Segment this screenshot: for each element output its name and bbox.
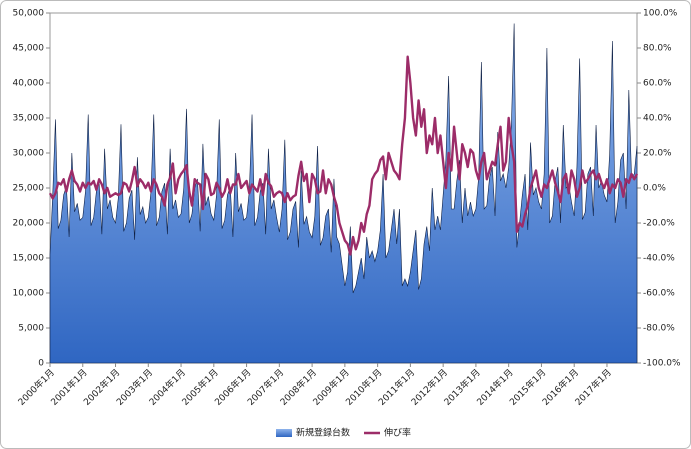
y-tick-label: 25,000 (13, 184, 45, 194)
y2-tick-label: 20.0% (643, 149, 672, 159)
y2-tick-label: 100.0% (643, 9, 678, 19)
y2-tick-label: 60.0% (643, 79, 672, 89)
y-tick-label: 10,000 (13, 289, 45, 299)
y-tick-label: 5,000 (18, 324, 44, 334)
y-tick-label: 0 (38, 359, 44, 369)
y-tick-label: 30,000 (13, 149, 45, 159)
legend-label: 伸び率 (384, 427, 411, 439)
y2-tick-label: -100.0% (643, 359, 681, 369)
legend-swatch (276, 429, 292, 437)
y-tick-label: 45,000 (13, 44, 45, 54)
legend-label: 新規登録台数 (296, 427, 350, 439)
y-tick-label: 50,000 (13, 9, 45, 19)
line (48, 55, 639, 256)
y2-tick-label: -40.0% (643, 254, 675, 264)
y2-tick-label: 80.0% (643, 44, 672, 54)
y2-tick-label: 0.0% (643, 184, 666, 194)
y2-tick-label: -80.0% (643, 324, 675, 334)
y-tick-label: 35,000 (13, 114, 45, 124)
y-tick-label: 40,000 (13, 79, 45, 89)
y-tick-label: 20,000 (13, 219, 45, 229)
y2-tick-label: -20.0% (643, 219, 675, 229)
y2-tick-label: 40.0% (643, 114, 672, 124)
y-tick-label: 15,000 (13, 254, 45, 264)
y2-tick-label: -60.0% (643, 289, 675, 299)
